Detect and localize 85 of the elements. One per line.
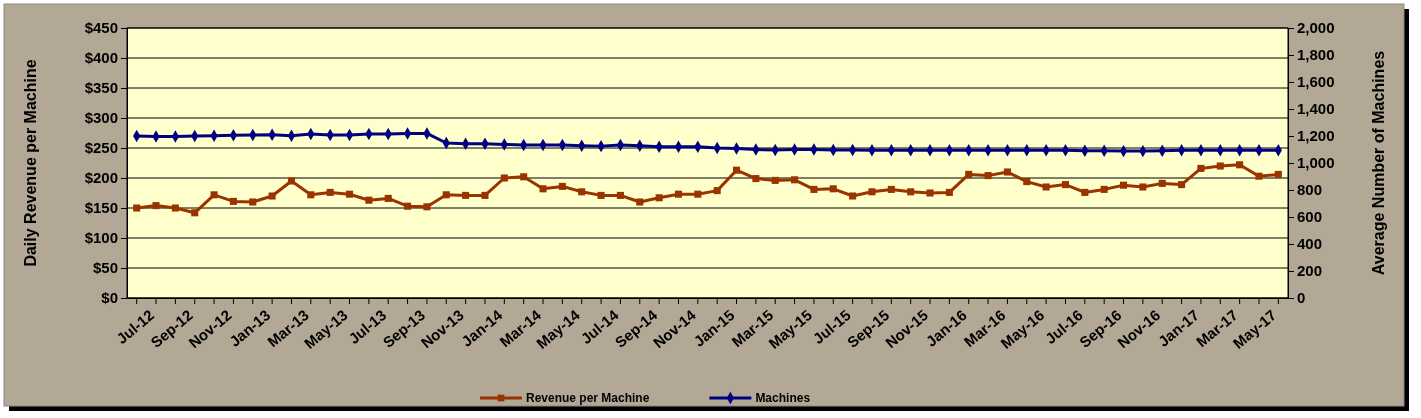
point	[1023, 178, 1031, 186]
point	[713, 187, 721, 195]
point	[1216, 162, 1224, 170]
y2-tick-label: 0	[1297, 289, 1306, 307]
point	[384, 194, 392, 202]
point	[229, 197, 237, 205]
point	[558, 182, 566, 190]
point	[1119, 181, 1128, 189]
point	[133, 204, 141, 212]
point	[945, 188, 953, 196]
point	[307, 191, 315, 199]
point	[771, 176, 779, 184]
y-tick-label: $150	[84, 199, 118, 217]
point	[1178, 181, 1186, 189]
point	[655, 194, 663, 202]
point	[462, 191, 470, 199]
point	[1003, 168, 1011, 176]
point	[791, 176, 799, 184]
point	[191, 209, 199, 217]
point	[636, 198, 644, 206]
y2-tick-label: 1,400	[1297, 100, 1335, 118]
point	[1274, 170, 1282, 178]
y-tick-label: $50	[92, 259, 118, 277]
point	[1042, 183, 1050, 191]
point	[810, 185, 818, 193]
point	[345, 190, 354, 198]
y-tick-label: $0	[101, 289, 118, 307]
point	[287, 177, 296, 185]
point	[1255, 172, 1263, 180]
point	[907, 188, 915, 196]
legend-label: Revenue per Machine	[526, 391, 650, 406]
point	[249, 198, 257, 206]
point	[674, 190, 683, 198]
y2-tick-label: 1,000	[1297, 154, 1335, 172]
point	[268, 192, 276, 200]
y-tick-label: $100	[84, 229, 118, 247]
point	[887, 185, 895, 193]
point	[1100, 185, 1108, 193]
y2-tick-label: 2,000	[1297, 19, 1335, 37]
point	[500, 174, 508, 182]
point	[1081, 188, 1089, 196]
y2-tick-label: 200	[1297, 262, 1323, 280]
point	[597, 191, 605, 199]
y2-tick-label: 400	[1297, 235, 1323, 253]
y-tick-label: $400	[84, 49, 118, 67]
point	[616, 191, 624, 199]
point	[965, 170, 973, 178]
point	[849, 192, 857, 200]
point	[984, 172, 992, 180]
y-tick-label: $350	[84, 79, 118, 97]
point	[171, 204, 179, 212]
point	[520, 173, 528, 181]
point	[829, 185, 837, 193]
y2-tick-label: 1,600	[1297, 73, 1335, 91]
point	[152, 202, 160, 210]
y2-tick-label: 1,800	[1297, 46, 1335, 64]
point	[210, 191, 218, 199]
y-tick-label: $200	[84, 169, 118, 187]
y2-tick-label: 600	[1297, 208, 1323, 226]
point	[1236, 161, 1244, 169]
point	[926, 189, 934, 197]
point	[1197, 164, 1205, 172]
point	[1139, 183, 1147, 191]
y-axis-title: Daily Revenue per Machine	[22, 59, 39, 267]
point	[442, 191, 450, 199]
point	[423, 203, 431, 211]
point	[1158, 179, 1166, 187]
y2-tick-label: 1,200	[1297, 127, 1335, 145]
legend-label: Machines	[755, 391, 811, 406]
point	[694, 190, 702, 198]
point	[752, 175, 760, 183]
point	[404, 202, 412, 210]
y-tick-label: $250	[84, 139, 118, 157]
point	[539, 185, 547, 193]
point	[326, 188, 334, 196]
point	[868, 188, 876, 196]
point	[365, 196, 373, 204]
point	[1061, 181, 1070, 189]
point	[732, 166, 741, 174]
y-tick-label: $300	[84, 109, 118, 127]
point	[578, 188, 586, 196]
y2-tick-label: 800	[1297, 181, 1323, 199]
y-tick-label: $450	[84, 19, 118, 37]
point	[481, 191, 489, 199]
y2-axis-title: Average Number of Machines	[1370, 50, 1387, 276]
